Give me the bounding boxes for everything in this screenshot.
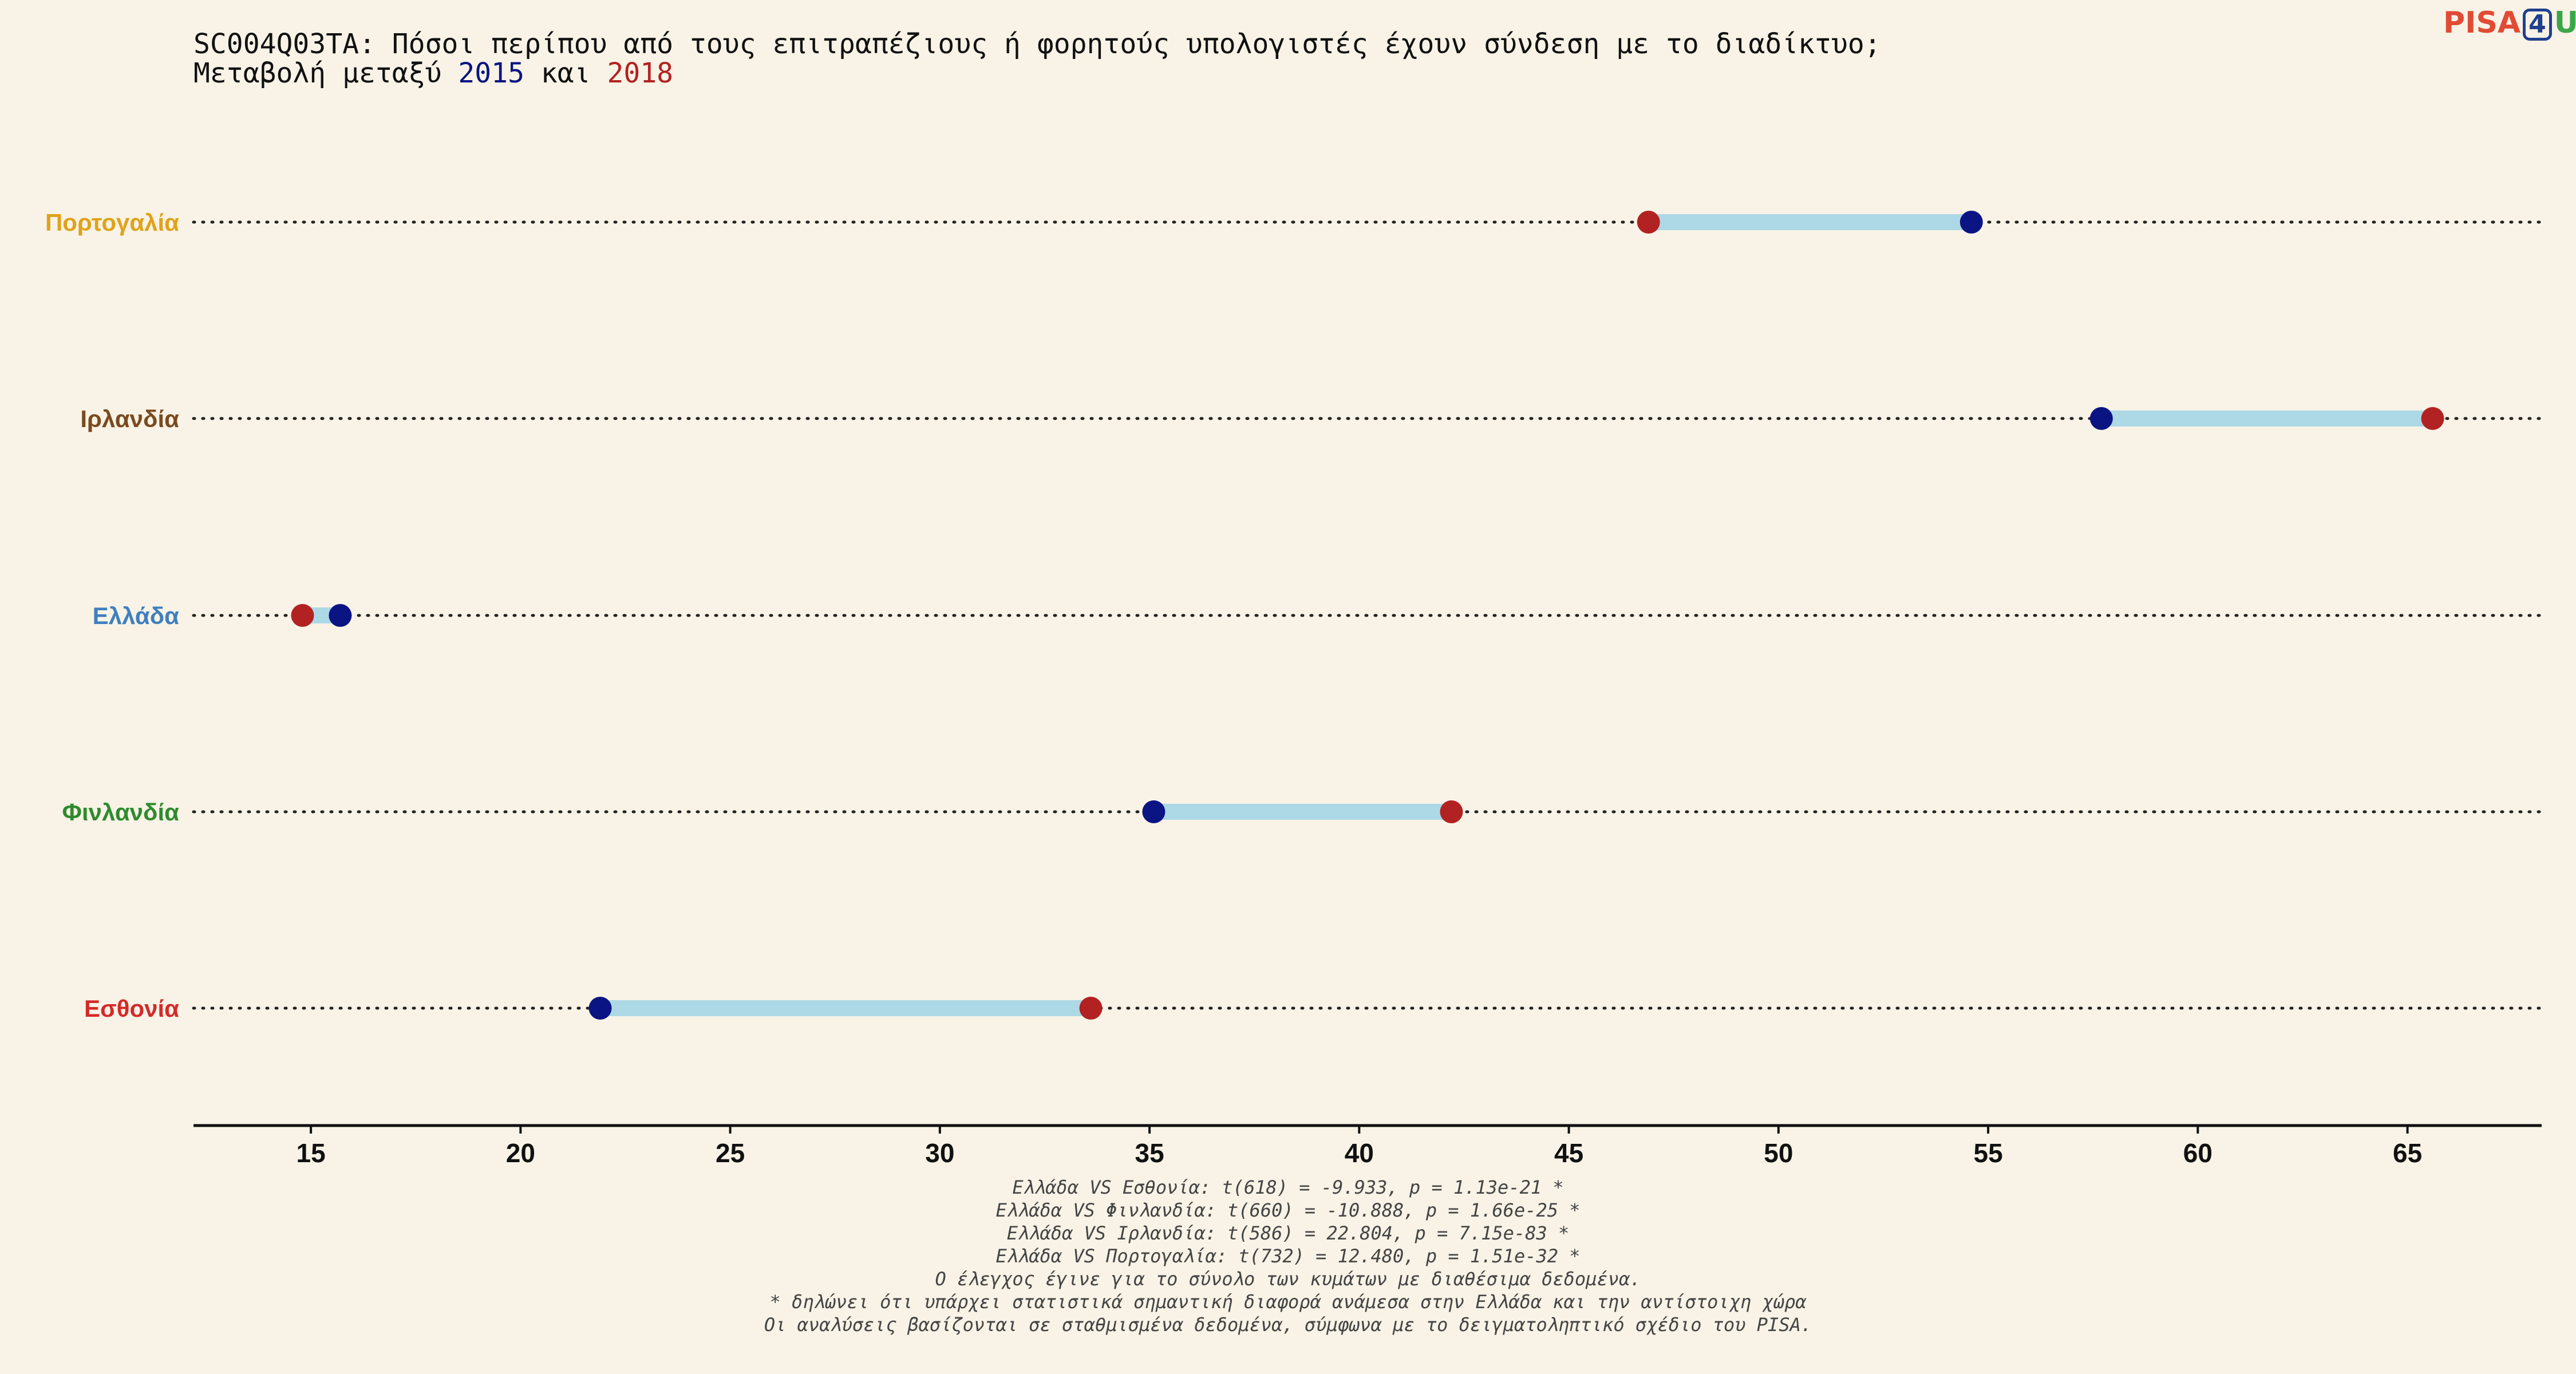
x-tick-label: 40 (1345, 1138, 1374, 1168)
point-2015 (588, 997, 612, 1020)
footnote-estonia: Ελλάδα VS Εσθονία: t(618) = -9.933, p = … (1012, 1176, 1564, 1198)
chart-title-line1: SC004Q03TA: Πόσοι περίπου από τους επιτρ… (193, 28, 1881, 60)
x-tick-label: 55 (1974, 1138, 2003, 1168)
point-2018 (1440, 800, 1463, 823)
footnote-weighting-note: Οι αναλύσεις βασίζονται σε σταθμισμένα δ… (764, 1314, 1812, 1336)
category-label: Πορτογαλία (45, 209, 179, 236)
x-tick-label: 20 (506, 1138, 535, 1168)
footnote-ireland: Ελλάδα VS Ιρλανδία: t(586) = 22.804, p =… (1006, 1222, 1570, 1244)
plot-area: Πορτογαλία Ιρλανδία Ελλάδα Φινλανδία Εσθονία… (45, 209, 2543, 1168)
category-label: Ελλάδα (93, 602, 180, 629)
x-tick-label: 65 (2393, 1138, 2422, 1168)
point-2018 (1079, 997, 1103, 1020)
point-2018 (291, 604, 314, 627)
footnotes: Ελλάδα VS Εσθονία: t(618) = -9.933, p = … (0, 1176, 2576, 1336)
x-tick-label: 60 (2183, 1138, 2212, 1168)
category-label: Φινλανδία (62, 799, 180, 826)
point-2018 (1637, 211, 1660, 234)
category-label: Ιρλανδία (80, 405, 179, 432)
x-tick-label: 35 (1135, 1138, 1164, 1168)
point-2015 (329, 604, 352, 627)
footnote-finland: Ελλάδα VS Φινλανδία: t(660) = -10.888, p… (995, 1199, 1581, 1221)
point-2015 (1142, 800, 1165, 823)
footnote-significance-note: * δηλώνει ότι υπάρχει στατιστικά σημαντι… (769, 1291, 1807, 1313)
title-year-2015: 2015 (458, 57, 524, 89)
x-tick-label: 30 (925, 1138, 954, 1168)
title-prefix: Μεταβολή μεταξύ (193, 57, 458, 89)
point-2015 (1959, 211, 1983, 234)
footnote-test-note: Ο έλεγχος έγινε για το σύνολο των κυμάτω… (935, 1268, 1641, 1290)
title-middle: και (524, 57, 607, 89)
point-2018 (2421, 407, 2444, 430)
x-tick-label: 50 (1764, 1138, 1793, 1168)
logo-pisa: PISA (2443, 6, 2521, 40)
x-tick-label: 45 (1554, 1138, 1583, 1168)
category-label: Εσθονία (84, 995, 179, 1022)
logo-four: 4 (2523, 9, 2552, 41)
x-tick-label: 15 (297, 1138, 326, 1168)
x-tick-label: 25 (716, 1138, 745, 1168)
logo-u: U (2554, 6, 2576, 40)
chart-title-line2: Μεταβολή μεταξύ 2015 και 2018 (193, 57, 673, 89)
title-year-2018: 2018 (607, 57, 673, 89)
pisa4u-logo: PISA 4 U (2443, 6, 2576, 41)
point-2015 (2089, 407, 2113, 430)
footnote-portugal: Ελλάδα VS Πορτογαλία: t(732) = 12.480, p… (995, 1245, 1581, 1267)
